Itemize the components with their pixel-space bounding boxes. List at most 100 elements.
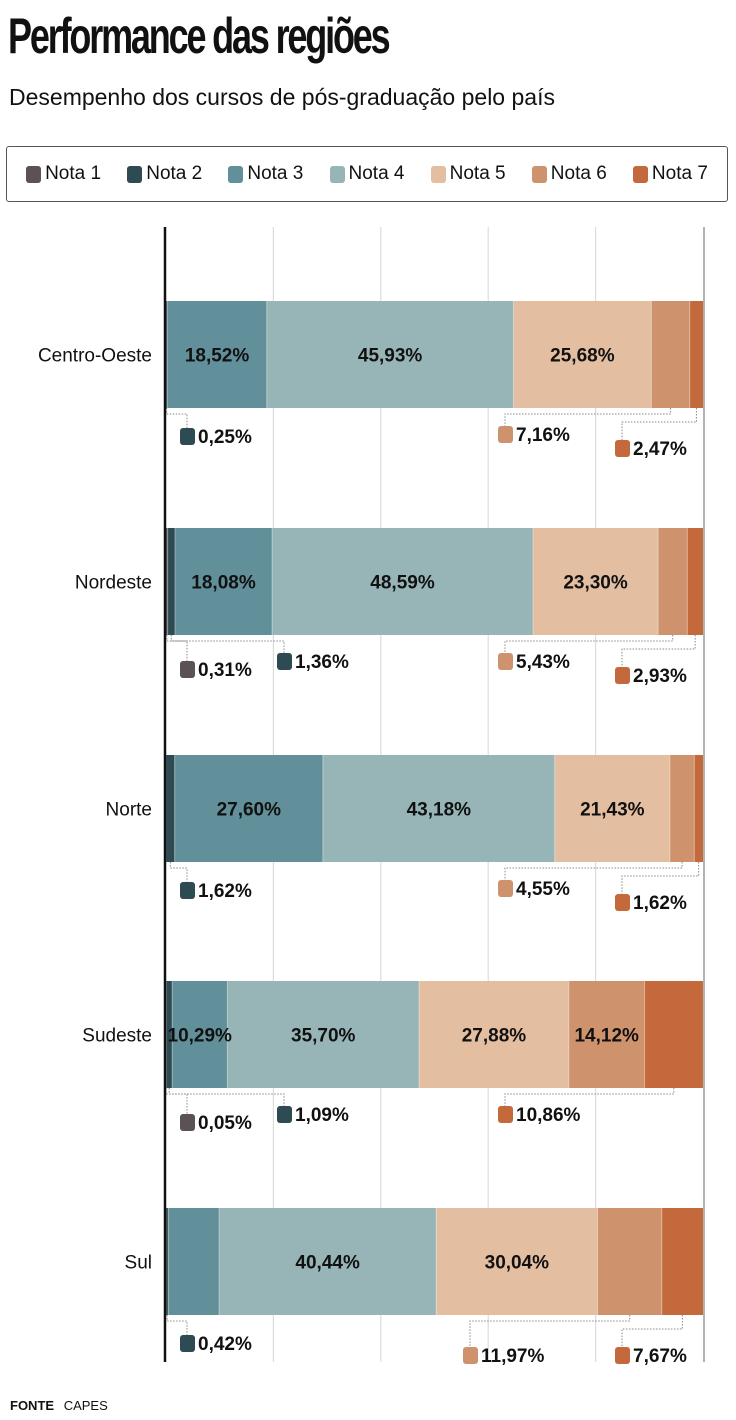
bar-segment [322,755,555,862]
callout-label: 0,31% [198,660,252,681]
legend-swatch [531,165,547,183]
callout-swatch [498,880,513,897]
callout-leader [621,408,697,440]
callout-swatch [615,1347,630,1364]
legend: Nota 1 Nota 2 Nota 3 Nota 4 Nota 5 Nota 6 Nota… [6,146,728,202]
bar-segment [174,528,273,635]
legend-swatch [430,165,446,183]
callout-leader [504,635,674,653]
callout-swatch [615,667,630,684]
bar-segment [167,301,267,408]
callout-leader [166,1315,188,1335]
bar-segment [568,981,645,1088]
callout-swatch [498,1106,513,1123]
legend-swatch [329,165,345,183]
callout-leader [169,862,188,882]
callout-leader [504,1088,675,1106]
legend-item: Nota 6 [531,163,607,185]
callout-leader [469,1315,631,1347]
callout-leader [621,1315,683,1347]
legend-label: Nota 3 [247,163,304,184]
bar-segment [436,1208,598,1315]
data-label: 35,70% [291,1026,356,1047]
bar-segment [219,1208,437,1315]
footer-label: FONTE [10,1398,55,1413]
callout-leader [166,408,188,428]
footer: FONTE CAPES [10,1398,108,1413]
bar-segment [174,755,323,862]
page-title: Performance das regiões [8,8,391,64]
legend-label: Nota 1 [45,163,102,184]
data-label: 14,12% [574,1026,639,1047]
data-label: 27,60% [217,800,282,821]
bar-segment [227,981,420,1088]
bar-segment [687,528,703,635]
callout-swatch [463,1347,478,1364]
bar-segment [272,528,533,635]
category-label: Sul [125,1253,152,1274]
legend-swatch [127,165,143,183]
bar-segment [172,981,228,1088]
legend-swatch [26,165,42,183]
data-label: 40,44% [295,1253,360,1274]
footer-source: CAPES [63,1398,108,1413]
legend-item: Nota 4 [329,163,404,185]
callout-swatch [180,882,195,899]
data-label: 30,04% [485,1253,550,1274]
bar-segment [644,981,703,1088]
legend-item: Nota 5 [430,163,506,185]
callout-leader [621,862,700,894]
callout-swatch [615,894,630,911]
callout-leader [504,862,683,880]
legend-label: Nota 5 [449,163,506,184]
page-subtitle: Desempenho dos cursos de pós-graduação p… [9,84,555,110]
legend-item: Nota 1 [26,163,101,185]
callout-swatch [180,428,195,445]
bar-segment [689,301,704,408]
callout-label: 0,42% [198,1334,252,1355]
category-label: Nordeste [75,573,152,594]
callout-label: 2,93% [633,666,687,687]
callout-label: 7,16% [516,425,570,446]
callout-label: 0,05% [198,1113,252,1134]
callout-leader [170,635,285,653]
callout-label: 0,25% [198,427,252,448]
callout-leader [166,635,188,661]
data-label: 21,43% [580,800,645,821]
callout-swatch [277,1106,292,1123]
callout-label: 2,47% [633,439,687,460]
bar-segment [167,528,175,635]
bar-segment [651,301,690,408]
callout-label: 1,62% [198,881,252,902]
legend-swatch [632,165,648,183]
callout-leader [168,1088,285,1106]
callout-swatch [615,440,630,457]
bar-segment [166,301,168,408]
data-label: 25,68% [550,346,615,367]
bar-segment [554,755,670,862]
bar-segment [597,1208,662,1315]
callout-label: 11,97% [481,1346,544,1367]
bar-segment [694,755,703,862]
data-label: 10,29% [168,1026,233,1047]
data-label: 18,52% [185,346,250,367]
bar-segment [166,981,173,1088]
bar-segment [166,755,175,862]
callout-swatch [498,426,513,443]
category-label: Norte [106,800,152,821]
callout-label: 7,67% [633,1346,687,1367]
bar-segment [419,981,569,1088]
callout-swatch [498,653,513,670]
callout-swatch [180,661,195,678]
callout-label: 1,62% [633,893,687,914]
callout-swatch [277,653,292,670]
callout-swatch [180,1335,195,1352]
callout-swatch [180,1114,195,1131]
data-label: 48,59% [370,573,435,594]
data-label: 23,30% [563,573,628,594]
category-label: Sudeste [82,1026,152,1047]
bar-segment [661,1208,703,1315]
bar-segment [266,301,514,408]
bar-segment [669,755,695,862]
